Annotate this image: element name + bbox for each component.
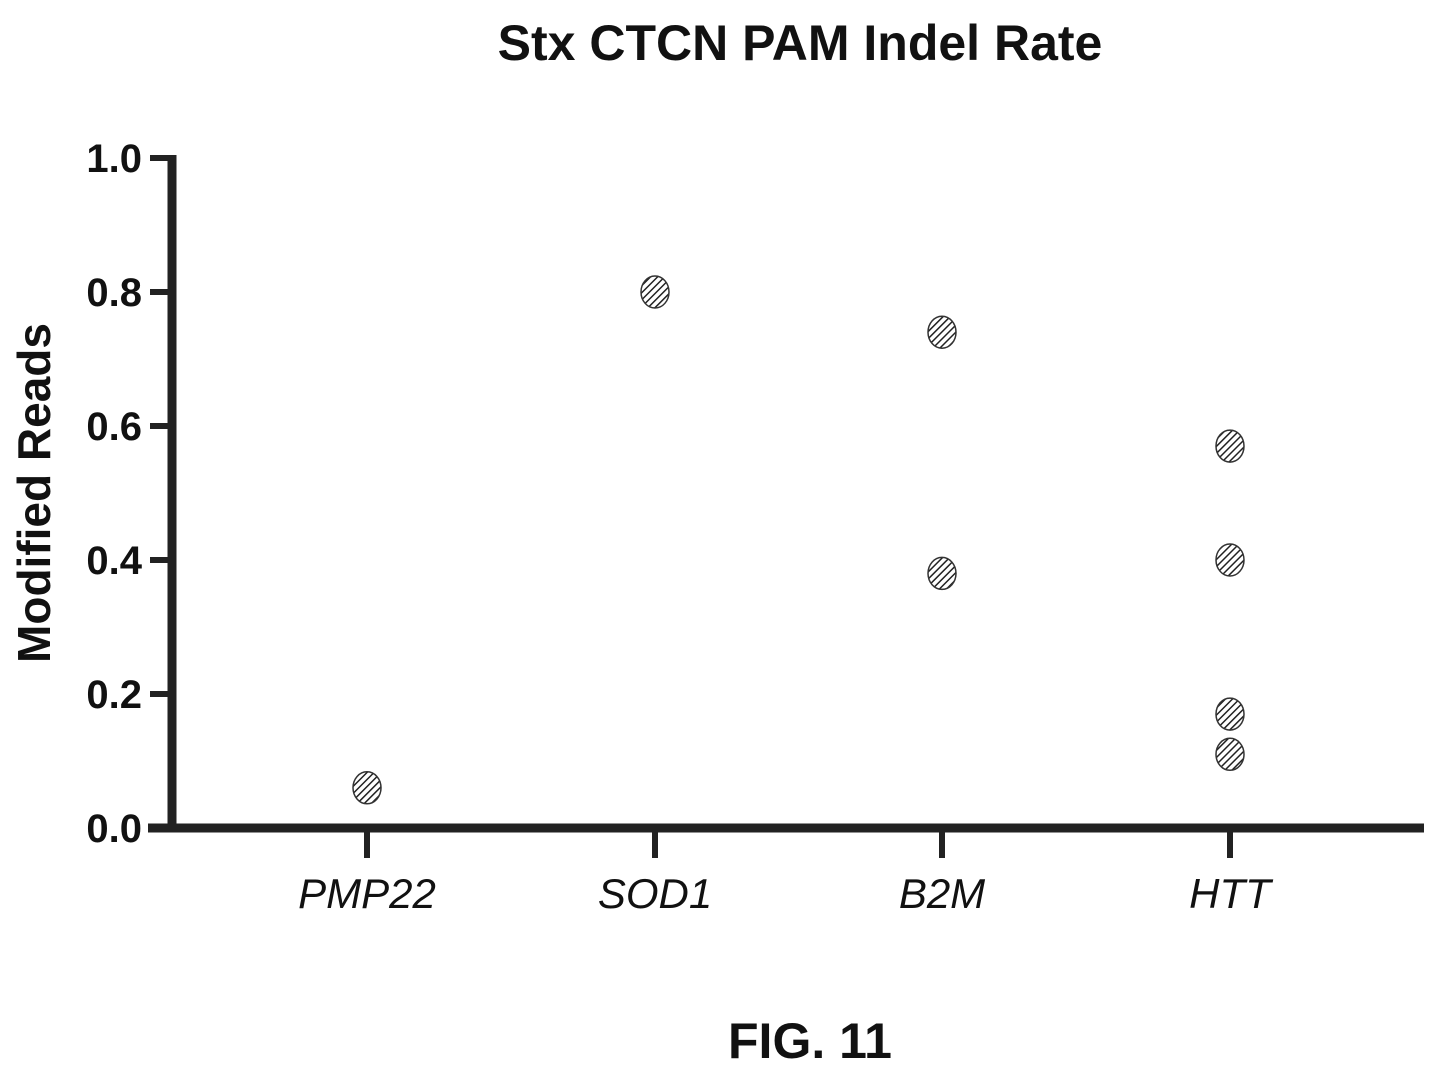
x-tick-label-htt: HTT [1189, 870, 1274, 917]
y-axis-label: Modified Reads [8, 323, 60, 663]
y-tick-label: 0.2 [86, 673, 142, 717]
y-tick-label: 0.6 [86, 405, 142, 449]
data-points [352, 275, 1245, 805]
figure-caption: FIG. 11 [728, 1013, 892, 1069]
chart-title: Stx CTCN PAM Indel Rate [498, 15, 1103, 71]
data-point-htt [1215, 697, 1245, 731]
y-tick-label: 0.4 [86, 539, 142, 583]
data-point-b2m [927, 315, 957, 349]
data-point-b2m [927, 556, 957, 591]
data-point-htt [1215, 429, 1245, 463]
data-point-pmp22 [352, 771, 382, 805]
data-point-htt [1215, 543, 1245, 577]
x-tick-label-b2m: B2M [899, 870, 985, 917]
data-point-htt [1215, 737, 1245, 772]
x-tick-label-pmp22: PMP22 [298, 870, 436, 917]
x-tick-label-sod1: SOD1 [598, 870, 712, 917]
y-tick-label: 0.0 [86, 807, 142, 851]
y-axis-ticks: 0.0 0.2 0.4 0.6 0.8 1.0 [86, 137, 172, 851]
y-tick-label: 1.0 [86, 137, 142, 181]
x-axis-ticks: PMP22 SOD1 B2M HTT [298, 828, 1274, 917]
data-point-sod1 [640, 275, 670, 309]
y-tick-label: 0.8 [86, 271, 142, 315]
